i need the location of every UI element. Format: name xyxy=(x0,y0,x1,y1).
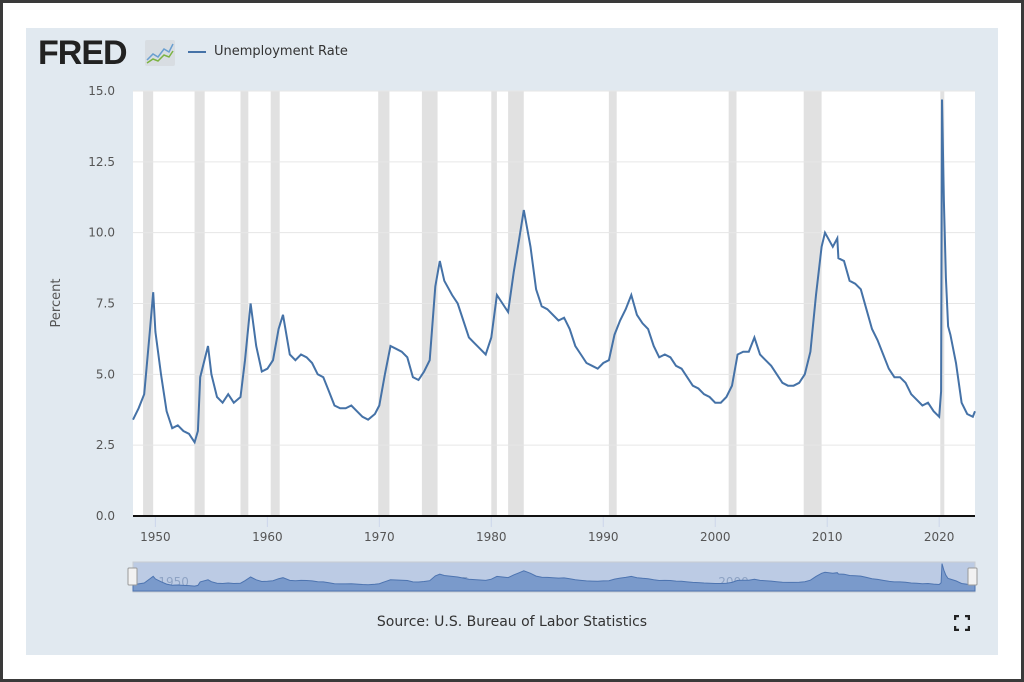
fred-graph-icon xyxy=(145,40,175,66)
legend-item-unemployment-rate[interactable]: Unemployment Rate xyxy=(188,44,348,59)
fullscreen-icon[interactable] xyxy=(953,614,971,632)
y-tick-label: 15.0 xyxy=(88,84,115,98)
logo-text: FRED xyxy=(38,34,128,72)
x-tick-label: 2010 xyxy=(812,530,843,544)
y-tick-label: 2.5 xyxy=(96,438,115,452)
y-tick-label: 7.5 xyxy=(96,297,115,311)
x-tick-label: 2020 xyxy=(924,530,955,544)
x-tick-label: 1980 xyxy=(476,530,507,544)
y-tick-label: 10.0 xyxy=(88,226,115,240)
x-tick-label: 1990 xyxy=(588,530,619,544)
y-tick-label: 5.0 xyxy=(96,367,115,381)
x-tick-label: 2000 xyxy=(700,530,731,544)
navigator-left-handle[interactable] xyxy=(127,567,138,586)
x-tick-label: 1950 xyxy=(140,530,171,544)
source-note: Source: U.S. Bureau of Labor Statistics xyxy=(376,614,648,630)
series-line-unemployment-rate xyxy=(132,99,976,445)
navigator-right-handle[interactable] xyxy=(967,567,978,586)
y-tick-label: 12.5 xyxy=(88,155,115,169)
legend-label: Unemployment Rate xyxy=(214,44,348,59)
navigator-series-area xyxy=(132,563,976,592)
legend-line-icon xyxy=(188,50,206,53)
x-tick-label: 1970 xyxy=(364,530,395,544)
y-axis-title: Percent xyxy=(49,279,64,328)
fred-logo[interactable]: FRED xyxy=(38,34,128,73)
x-tick-label: 1960 xyxy=(252,530,283,544)
y-tick-label: 0.0 xyxy=(96,509,115,523)
